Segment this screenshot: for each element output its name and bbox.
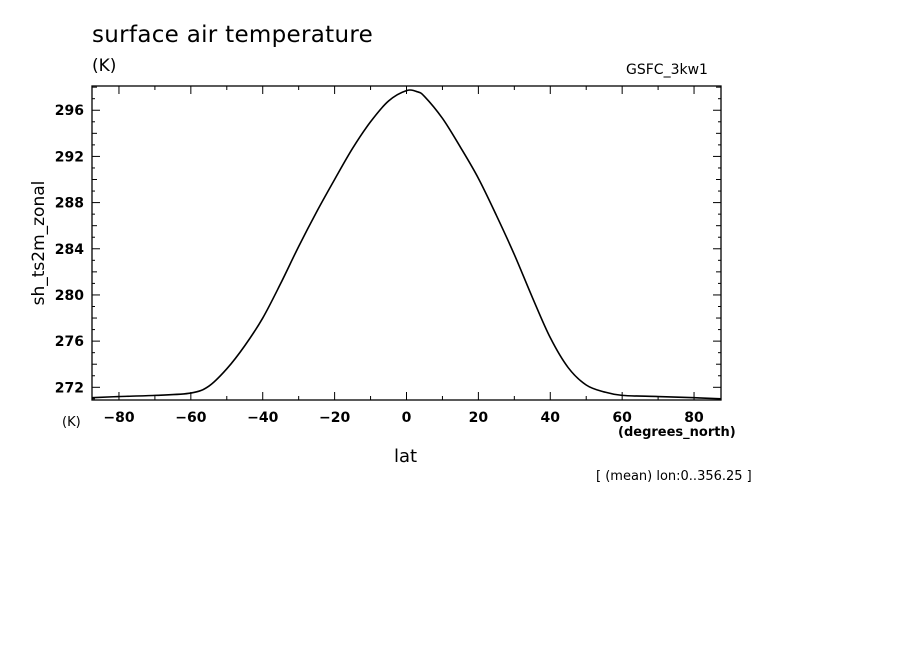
- x-tick-label: 20: [469, 410, 489, 426]
- y-tick-label: 284: [55, 242, 84, 258]
- y-axis-units: (K): [62, 415, 81, 430]
- y-tick-label: 276: [55, 334, 84, 350]
- y-tick-label: 272: [55, 380, 84, 396]
- x-tick-label: −20: [319, 410, 350, 426]
- title-units: (K): [92, 56, 117, 76]
- x-tick-label: 40: [541, 410, 561, 426]
- y-tick-label: 288: [55, 196, 84, 212]
- x-tick-label: −60: [175, 410, 206, 426]
- x-tick-label: 80: [684, 410, 704, 426]
- series-line: [91, 89, 722, 400]
- y-tick-label: 280: [55, 288, 84, 304]
- y-tick-label: 296: [55, 103, 84, 119]
- y-tick-label: 292: [55, 149, 84, 165]
- x-axis-units: (degrees_north): [618, 425, 736, 440]
- x-tick-label: 60: [612, 410, 632, 426]
- chart-title: surface air temperature: [92, 22, 374, 48]
- model-name: GSFC_3kw1: [626, 62, 708, 78]
- x-tick-label: 0: [402, 410, 412, 426]
- x-tick-label: −80: [103, 410, 134, 426]
- x-tick-label: −40: [247, 410, 278, 426]
- x-axis-label: lat: [394, 446, 418, 467]
- averaging-note: [ (mean) lon:0..356.25 ]: [596, 469, 752, 484]
- plot-frame: [91, 85, 722, 401]
